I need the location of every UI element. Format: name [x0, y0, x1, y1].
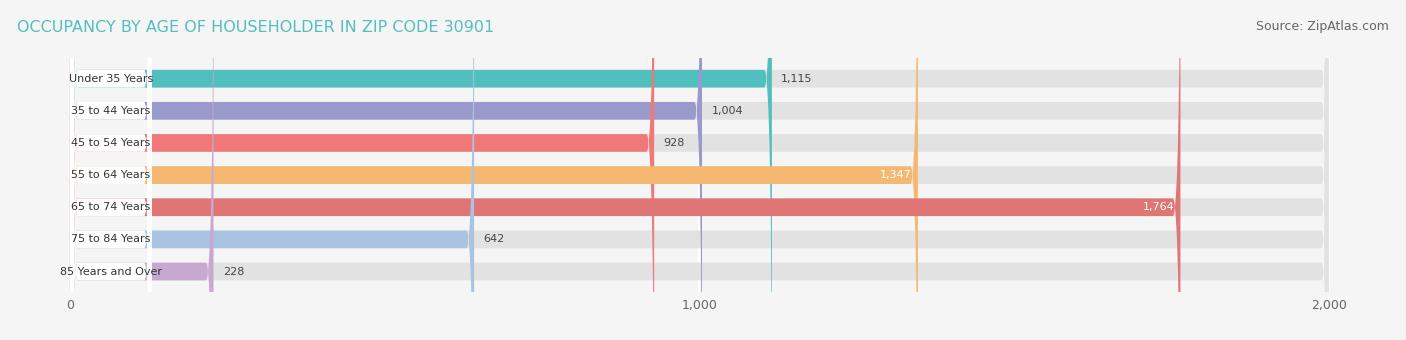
Text: Under 35 Years: Under 35 Years: [69, 74, 153, 84]
Text: 1,764: 1,764: [1143, 202, 1174, 212]
FancyBboxPatch shape: [70, 0, 1329, 340]
Text: 75 to 84 Years: 75 to 84 Years: [72, 234, 150, 244]
Text: 228: 228: [224, 267, 245, 276]
FancyBboxPatch shape: [70, 0, 152, 340]
FancyBboxPatch shape: [70, 0, 152, 340]
FancyBboxPatch shape: [70, 0, 214, 340]
FancyBboxPatch shape: [70, 0, 918, 340]
Text: OCCUPANCY BY AGE OF HOUSEHOLDER IN ZIP CODE 30901: OCCUPANCY BY AGE OF HOUSEHOLDER IN ZIP C…: [17, 20, 494, 35]
Text: 85 Years and Over: 85 Years and Over: [60, 267, 162, 276]
Text: 65 to 74 Years: 65 to 74 Years: [72, 202, 150, 212]
Text: 1,004: 1,004: [711, 106, 742, 116]
FancyBboxPatch shape: [70, 0, 1329, 340]
Text: 928: 928: [664, 138, 685, 148]
FancyBboxPatch shape: [70, 0, 474, 340]
FancyBboxPatch shape: [70, 0, 152, 340]
FancyBboxPatch shape: [70, 0, 702, 340]
FancyBboxPatch shape: [70, 0, 152, 340]
FancyBboxPatch shape: [70, 0, 1329, 340]
Text: 642: 642: [484, 234, 505, 244]
FancyBboxPatch shape: [70, 0, 654, 340]
Text: Source: ZipAtlas.com: Source: ZipAtlas.com: [1256, 20, 1389, 33]
FancyBboxPatch shape: [70, 0, 1329, 340]
FancyBboxPatch shape: [70, 0, 1181, 340]
Text: 1,115: 1,115: [782, 74, 813, 84]
Text: 1,347: 1,347: [880, 170, 911, 180]
Text: 35 to 44 Years: 35 to 44 Years: [72, 106, 150, 116]
FancyBboxPatch shape: [70, 0, 1329, 340]
FancyBboxPatch shape: [70, 0, 152, 340]
FancyBboxPatch shape: [70, 0, 1329, 340]
Text: 45 to 54 Years: 45 to 54 Years: [72, 138, 150, 148]
Text: 55 to 64 Years: 55 to 64 Years: [72, 170, 150, 180]
FancyBboxPatch shape: [70, 0, 1329, 340]
FancyBboxPatch shape: [70, 0, 772, 340]
FancyBboxPatch shape: [70, 0, 152, 340]
FancyBboxPatch shape: [70, 0, 152, 340]
